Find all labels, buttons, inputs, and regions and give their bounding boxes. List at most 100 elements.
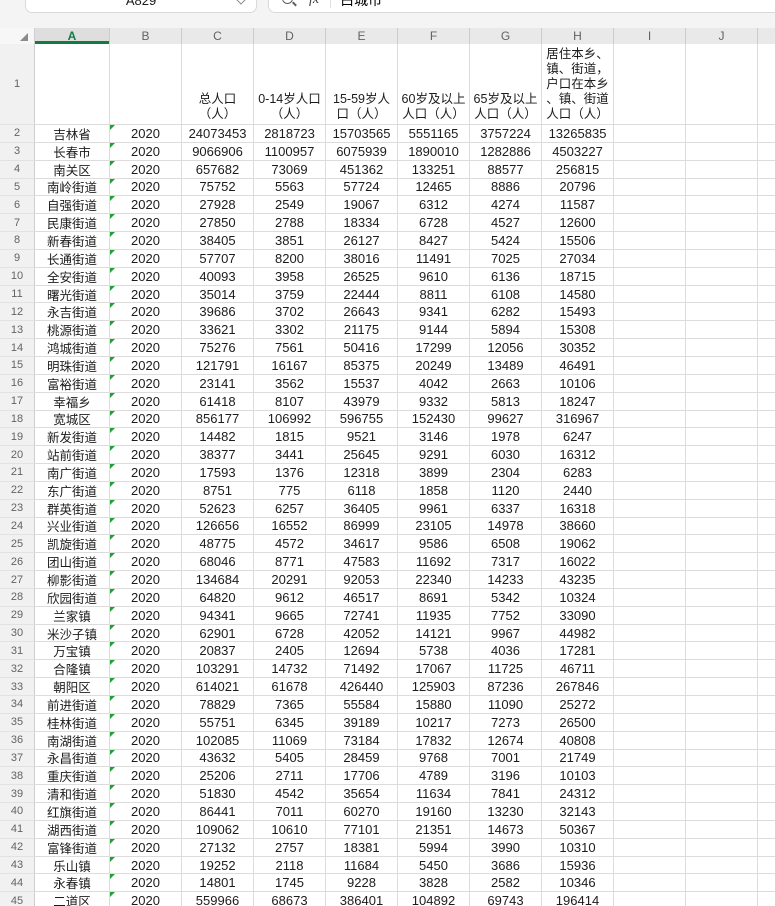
cell-empty[interactable] [614, 713, 686, 732]
cell-value[interactable]: 6728 [398, 214, 470, 233]
cell-empty[interactable] [614, 606, 686, 625]
cell-value[interactable]: 3441 [254, 446, 326, 465]
cell-region[interactable]: 清和街道 [35, 785, 110, 804]
cell-value[interactable]: 46491 [542, 356, 614, 375]
cell-value[interactable]: 23105 [398, 517, 470, 536]
cell-value[interactable]: 386401 [326, 892, 398, 906]
cell-year[interactable]: 2020 [110, 339, 182, 357]
cell-empty[interactable] [686, 428, 758, 447]
cell-value[interactable]: 24073453 [182, 125, 254, 143]
cell-value[interactable]: 9612 [254, 588, 326, 607]
cell-empty[interactable] [686, 142, 758, 161]
cell-empty[interactable] [758, 446, 775, 465]
cell-value[interactable]: 12694 [326, 642, 398, 661]
cell-region[interactable]: 东广街道 [35, 481, 110, 500]
cell-empty[interactable] [758, 874, 775, 893]
cell-value[interactable]: 94341 [182, 606, 254, 625]
row-number[interactable]: 38 [0, 767, 35, 786]
cell-empty[interactable] [614, 392, 686, 411]
cell-value[interactable]: 23141 [182, 374, 254, 393]
cell-year[interactable]: 2020 [110, 428, 182, 447]
cell-empty[interactable] [758, 375, 775, 393]
cell-value[interactable]: 24312 [542, 785, 614, 804]
cell-value[interactable]: 33090 [542, 606, 614, 625]
cell-value[interactable]: 48775 [182, 535, 254, 554]
cell-empty[interactable] [614, 535, 686, 554]
cell-region[interactable]: 站前街道 [35, 446, 110, 465]
cell-value[interactable]: 5551165 [398, 125, 470, 143]
cell-value[interactable]: 61418 [182, 392, 254, 411]
cell-value[interactable]: 73069 [254, 160, 326, 179]
cell-year[interactable]: 2020 [110, 624, 182, 643]
cell-empty[interactable] [686, 464, 758, 482]
cell-value[interactable]: 5738 [398, 642, 470, 661]
cell-value[interactable]: 38016 [326, 249, 398, 268]
cell-value[interactable]: 5424 [470, 232, 542, 250]
cell-empty[interactable] [614, 767, 686, 786]
cell-value[interactable]: 4527 [470, 214, 542, 233]
cell-value[interactable]: 18715 [542, 267, 614, 286]
cell-value[interactable]: 3990 [470, 838, 542, 857]
cell-value[interactable]: 6257 [254, 499, 326, 518]
cell-value[interactable]: 1858 [398, 481, 470, 500]
cell-value[interactable]: 50367 [542, 820, 614, 839]
cell-empty[interactable] [758, 642, 775, 661]
cell-value[interactable]: 26127 [326, 232, 398, 250]
cell-value[interactable]: 21351 [398, 820, 470, 839]
cell-region[interactable]: 南湖街道 [35, 731, 110, 750]
cell-empty[interactable] [686, 624, 758, 643]
cell-value[interactable]: 2440 [542, 481, 614, 500]
cell-value[interactable]: 16552 [254, 517, 326, 536]
cell-value[interactable]: 60270 [326, 803, 398, 821]
column-header-C[interactable]: C [182, 28, 254, 44]
cell-value[interactable]: 17593 [182, 464, 254, 482]
cell-empty[interactable] [758, 571, 775, 589]
cell-value[interactable]: 6118 [326, 481, 398, 500]
cell-value[interactable]: 19067 [326, 196, 398, 215]
cell-region[interactable]: 南关区 [35, 160, 110, 179]
row-number[interactable]: 10 [0, 267, 35, 286]
cell-empty[interactable] [758, 767, 775, 786]
cell-empty[interactable] [614, 339, 686, 357]
cell-year[interactable]: 2020 [110, 535, 182, 554]
row-number[interactable]: 35 [0, 713, 35, 732]
cell-value[interactable]: 12600 [542, 214, 614, 233]
cell-value[interactable]: 55751 [182, 713, 254, 732]
cell-value[interactable]: 4036 [470, 642, 542, 661]
cell-value[interactable]: 38377 [182, 446, 254, 465]
cell-value[interactable]: 15880 [398, 696, 470, 714]
cell-year[interactable]: 2020 [110, 481, 182, 500]
cell-region[interactable]: 万宝镇 [35, 642, 110, 661]
cell-value[interactable]: 4572 [254, 535, 326, 554]
cell-empty[interactable] [614, 356, 686, 375]
cell-empty[interactable] [758, 696, 775, 714]
cell-value[interactable]: 18334 [326, 214, 398, 233]
cell-value[interactable]: 17299 [398, 339, 470, 357]
cell-region[interactable]: 富裕街道 [35, 374, 110, 393]
row-number[interactable]: 12 [0, 303, 35, 322]
cell-empty[interactable] [614, 267, 686, 286]
cell-value[interactable]: 3958 [254, 267, 326, 286]
cell-value[interactable]: 16318 [542, 499, 614, 518]
cell-empty[interactable] [686, 803, 758, 821]
cell-value[interactable]: 3899 [398, 464, 470, 482]
cell-value[interactable]: 9144 [398, 321, 470, 340]
cell-value[interactable]: 1978 [470, 428, 542, 447]
cell-value[interactable]: 43632 [182, 749, 254, 768]
cell-value[interactable]: 15703565 [326, 125, 398, 143]
insert-function-icon[interactable]: fx [309, 0, 319, 8]
cell-empty[interactable] [686, 535, 758, 554]
cell-value[interactable]: 2549 [254, 196, 326, 215]
cell-empty[interactable] [614, 44, 686, 125]
column-header-J[interactable]: J [686, 28, 758, 44]
cell-value[interactable]: 11634 [398, 785, 470, 804]
cell-value[interactable]: 10324 [542, 588, 614, 607]
cell-empty[interactable] [758, 232, 775, 250]
cell-empty[interactable] [686, 303, 758, 322]
cell-region[interactable]: 南广街道 [35, 464, 110, 482]
cell-value[interactable]: 126656 [182, 517, 254, 536]
cell-value[interactable]: 4503227 [542, 142, 614, 161]
cell-value[interactable]: 14673 [470, 820, 542, 839]
chevron-down-icon[interactable] [235, 0, 247, 5]
row-number[interactable]: 28 [0, 588, 35, 607]
